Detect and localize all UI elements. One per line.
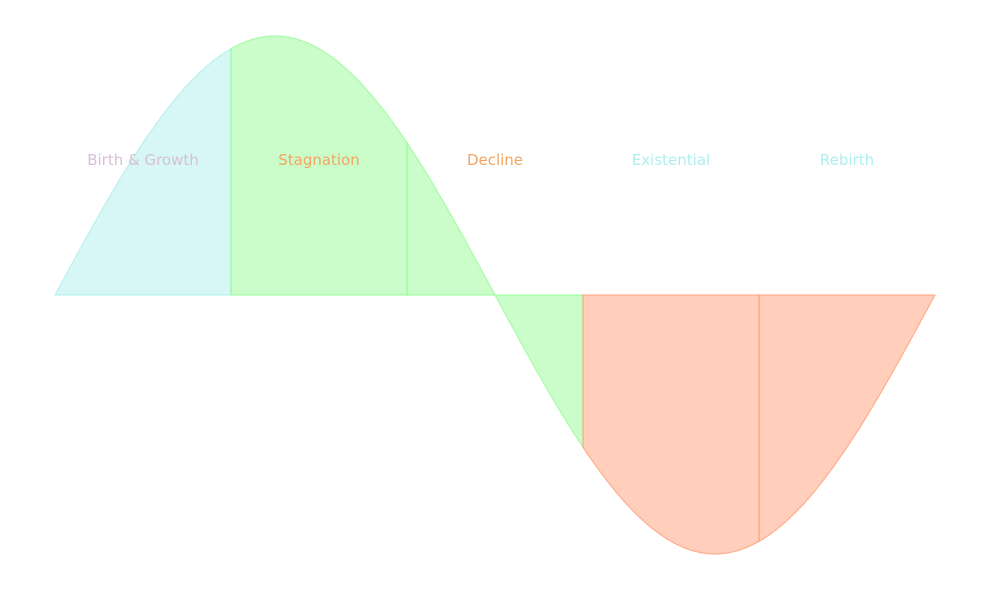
stage-area-2 bbox=[230, 35, 408, 296]
stage-label-1: Birth & Growth bbox=[87, 151, 199, 169]
stage-label-4: Existential bbox=[632, 151, 710, 169]
stage-area-1 bbox=[53, 47, 232, 296]
stage-areas bbox=[53, 35, 937, 555]
stage-label-3: Decline bbox=[467, 151, 523, 169]
stage-labels: Birth & Growth Stagnation Decline Existenti… bbox=[87, 151, 874, 169]
stage-label-5: Rebirth bbox=[820, 151, 874, 169]
stage-area-4 bbox=[582, 294, 760, 555]
stage-area-5 bbox=[758, 294, 937, 543]
stage-label-2: Stagnation bbox=[278, 151, 360, 169]
stage-area-3 bbox=[406, 140, 584, 450]
